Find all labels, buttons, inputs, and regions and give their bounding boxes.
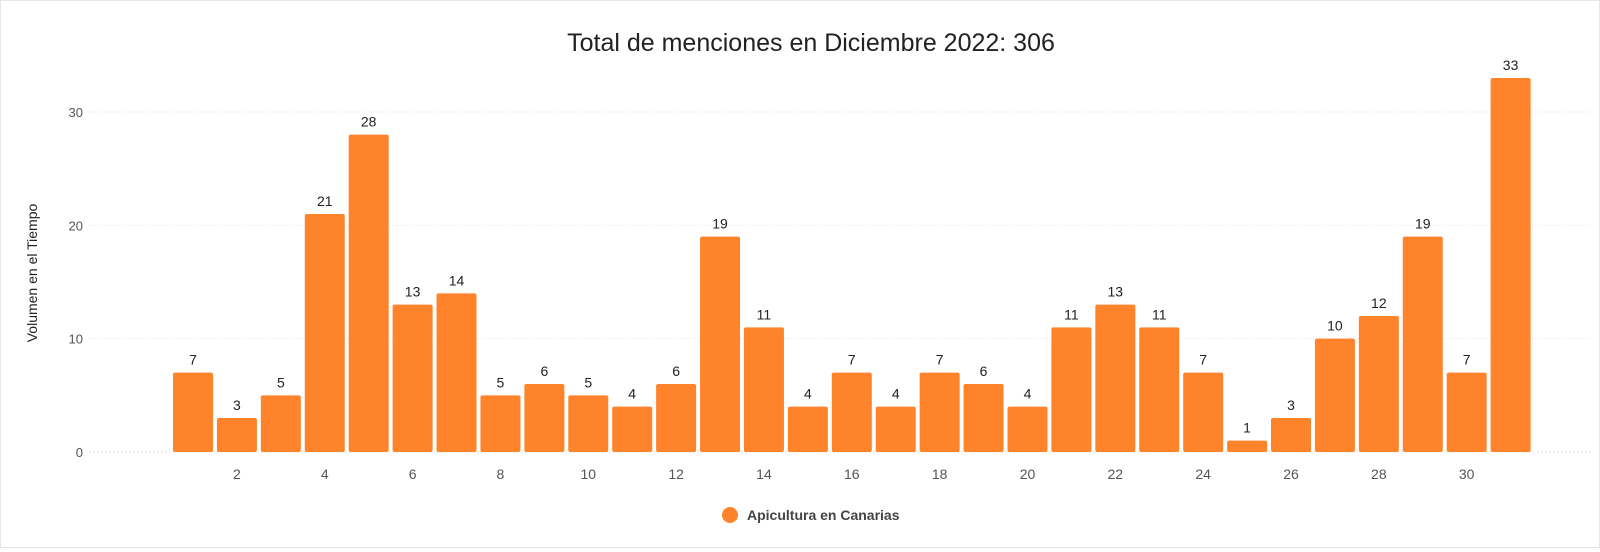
bar-value-label: 19 bbox=[1415, 216, 1431, 232]
bar-value-label: 7 bbox=[936, 352, 944, 368]
legend-swatch-icon[interactable] bbox=[722, 507, 738, 523]
bar-value-label: 7 bbox=[189, 352, 197, 368]
bar-day-26[interactable] bbox=[1271, 418, 1311, 452]
x-tick-label: 14 bbox=[756, 466, 772, 482]
bar-value-labels: 7352128131456546191147476411131171310121… bbox=[189, 57, 1518, 436]
bar-value-label: 4 bbox=[1024, 386, 1032, 402]
bars bbox=[173, 78, 1531, 452]
bar-day-28[interactable] bbox=[1358, 316, 1399, 452]
bar-day-20[interactable] bbox=[1007, 406, 1048, 452]
bar-value-label: 6 bbox=[540, 363, 548, 379]
bar-value-label: 7 bbox=[848, 352, 856, 368]
bar-value-label: 6 bbox=[672, 363, 680, 379]
x-tick-label: 10 bbox=[580, 466, 596, 482]
bar-day-22[interactable] bbox=[1095, 304, 1136, 452]
bar-day-4[interactable] bbox=[304, 214, 345, 452]
bar-value-label: 13 bbox=[1108, 284, 1124, 300]
bar-day-19[interactable] bbox=[963, 384, 1004, 452]
bar-value-label: 5 bbox=[584, 374, 592, 390]
legend[interactable]: Apicultura en Canarias bbox=[722, 507, 900, 523]
x-tick-label: 28 bbox=[1371, 466, 1387, 482]
bar-day-13[interactable] bbox=[700, 236, 741, 452]
chart-title: Total de menciones en Diciembre 2022: 30… bbox=[567, 29, 1055, 57]
bar-value-label: 21 bbox=[317, 193, 333, 209]
bar-day-5[interactable] bbox=[348, 134, 389, 452]
bar-value-label: 11 bbox=[1064, 306, 1079, 322]
bar-day-27[interactable] bbox=[1314, 338, 1355, 452]
bar-day-2[interactable] bbox=[216, 418, 257, 452]
y-tick-label: 20 bbox=[69, 218, 83, 233]
bar-value-label: 13 bbox=[405, 284, 421, 300]
x-tick-label: 30 bbox=[1459, 466, 1475, 482]
x-tick-label: 4 bbox=[321, 466, 329, 482]
x-tick-label: 26 bbox=[1283, 466, 1299, 482]
bar-value-label: 4 bbox=[628, 386, 636, 402]
x-axis-ticks: 2 4 6 8 10 12 14 16 18 20 22 24 26 28 30 bbox=[233, 466, 1475, 482]
bar-value-label: 6 bbox=[980, 363, 988, 379]
bar-day-21[interactable] bbox=[1051, 327, 1092, 452]
bar-value-label: 19 bbox=[712, 216, 728, 232]
y-axis-title: Volumen en el Tiempo bbox=[24, 204, 40, 343]
bar-day-31[interactable] bbox=[1490, 78, 1531, 452]
bar-day-25[interactable] bbox=[1227, 440, 1268, 452]
bar-day-10[interactable] bbox=[568, 395, 609, 452]
x-tick-label: 12 bbox=[668, 466, 684, 482]
y-tick-label: 10 bbox=[69, 332, 83, 347]
x-tick-label: 18 bbox=[932, 466, 948, 482]
bar-value-label: 4 bbox=[804, 386, 812, 402]
bar-value-label: 12 bbox=[1371, 295, 1387, 311]
bar-day-12[interactable] bbox=[656, 384, 697, 452]
bar-value-label: 3 bbox=[1287, 397, 1295, 413]
bar-day-9[interactable] bbox=[524, 384, 565, 452]
bar-value-label: 28 bbox=[361, 114, 377, 130]
bar-day-30[interactable] bbox=[1446, 372, 1487, 452]
bar-day-3[interactable] bbox=[260, 395, 301, 452]
bar-day-18[interactable] bbox=[919, 372, 960, 452]
y-tick-label: 30 bbox=[69, 105, 83, 120]
bar-value-label: 4 bbox=[892, 386, 900, 402]
bar-day-17[interactable] bbox=[875, 406, 916, 452]
bar-day-23[interactable] bbox=[1139, 327, 1180, 452]
legend-label[interactable]: Apicultura en Canarias bbox=[747, 507, 900, 523]
bar-value-label: 3 bbox=[233, 397, 241, 413]
y-tick-label: 0 bbox=[76, 445, 83, 460]
x-tick-label: 20 bbox=[1020, 466, 1036, 482]
bar-day-7[interactable] bbox=[436, 293, 477, 452]
bar-value-label: 14 bbox=[449, 272, 465, 288]
bar-day-15[interactable] bbox=[787, 406, 828, 452]
bar-day-6[interactable] bbox=[392, 304, 433, 452]
x-tick-label: 8 bbox=[497, 466, 505, 482]
bar-day-24[interactable] bbox=[1183, 372, 1224, 452]
bar-value-label: 1 bbox=[1243, 420, 1251, 436]
bar-value-label: 5 bbox=[277, 374, 285, 390]
bar-day-1[interactable] bbox=[173, 372, 213, 452]
bar-day-14[interactable] bbox=[743, 327, 784, 452]
bar-day-29[interactable] bbox=[1402, 236, 1443, 452]
bar-value-label: 11 bbox=[757, 306, 772, 322]
bar-value-label: 11 bbox=[1152, 306, 1167, 322]
bar-day-8[interactable] bbox=[480, 395, 521, 452]
bar-value-label: 7 bbox=[1199, 352, 1207, 368]
bar-value-label: 33 bbox=[1503, 57, 1519, 73]
bar-value-label: 10 bbox=[1327, 318, 1343, 334]
bar-day-16[interactable] bbox=[831, 372, 872, 452]
x-tick-label: 24 bbox=[1195, 466, 1211, 482]
bar-day-11[interactable] bbox=[612, 406, 653, 452]
bar-value-label: 7 bbox=[1463, 352, 1471, 368]
y-axis-ticks: 0 10 20 30 bbox=[69, 105, 83, 460]
x-tick-label: 16 bbox=[844, 466, 860, 482]
x-tick-label: 22 bbox=[1108, 466, 1124, 482]
x-tick-label: 2 bbox=[233, 466, 241, 482]
x-tick-label: 6 bbox=[409, 466, 417, 482]
bar-value-label: 5 bbox=[497, 374, 505, 390]
